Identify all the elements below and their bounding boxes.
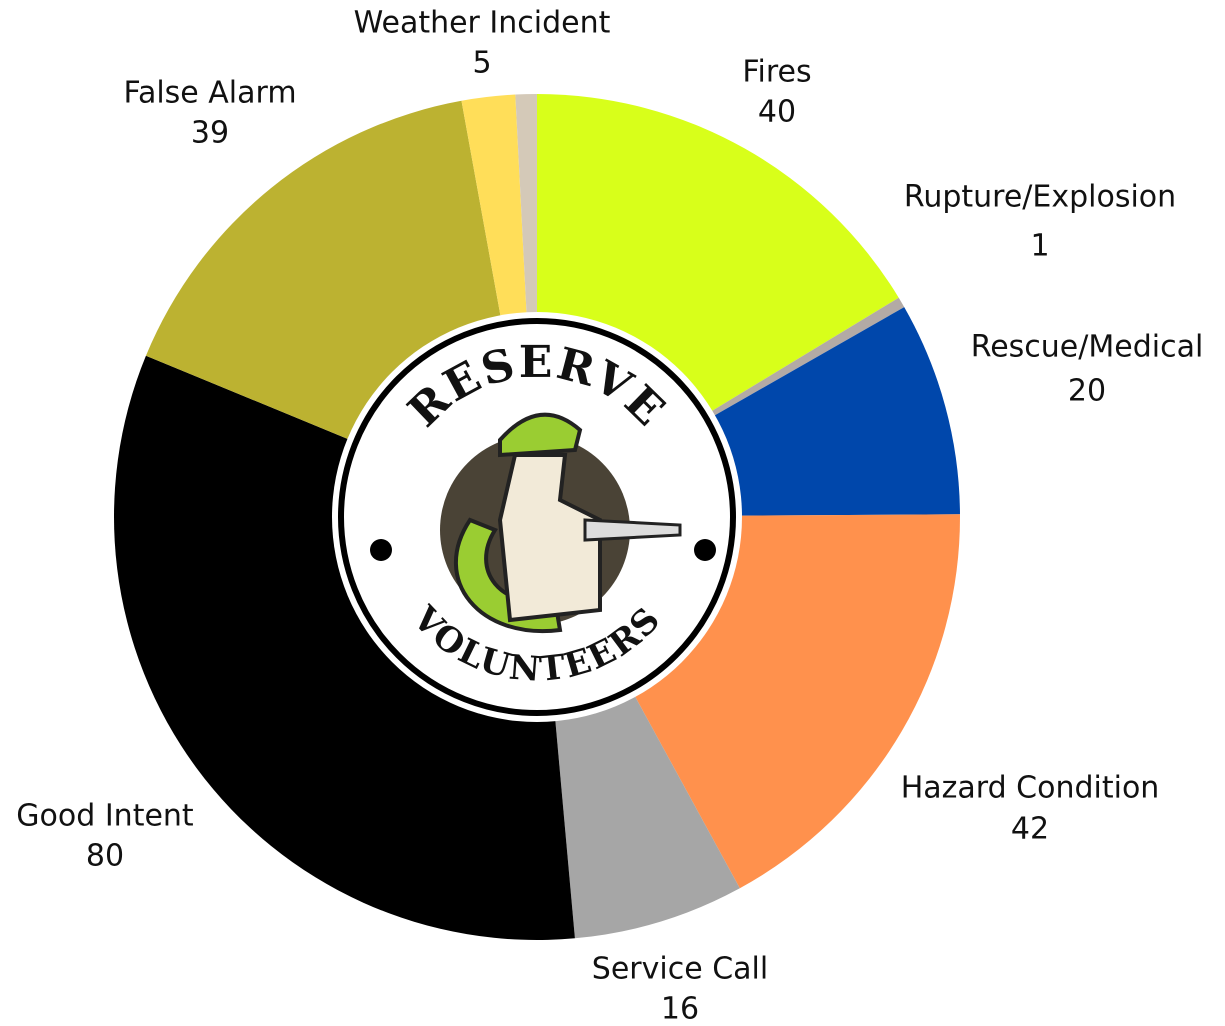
logo-emblem xyxy=(440,412,682,634)
logo-dot xyxy=(694,539,716,561)
slice-label: Hazard Condition xyxy=(901,771,1160,806)
slice-value: 80 xyxy=(86,839,124,874)
slice-value: 20 xyxy=(1068,374,1106,409)
slice-label: Fires xyxy=(742,55,811,90)
slice-value: 39 xyxy=(191,116,229,151)
emblem-body xyxy=(497,453,602,623)
slice-value: 40 xyxy=(758,95,796,130)
slice-value: 1 xyxy=(1030,229,1049,264)
slice-value: 16 xyxy=(661,992,699,1026)
slice-value: 42 xyxy=(1011,812,1049,847)
slice-value: 5 xyxy=(472,46,491,81)
labels: Fires 40 Rupture/Explosion 1 Rescue/Medical 2… xyxy=(16,6,1203,1026)
slice-label: Rescue/Medical xyxy=(971,330,1204,365)
slice-label: Weather Incident xyxy=(354,6,611,41)
emblem-helmet xyxy=(498,412,583,458)
slice-label: Service Call xyxy=(592,952,768,987)
slice-label: False Alarm xyxy=(123,76,296,111)
slice-label: Rupture/Explosion xyxy=(904,180,1176,215)
emblem-nozzle xyxy=(583,518,682,542)
slice-label: Good Intent xyxy=(16,799,194,834)
logo-dot xyxy=(370,539,392,561)
